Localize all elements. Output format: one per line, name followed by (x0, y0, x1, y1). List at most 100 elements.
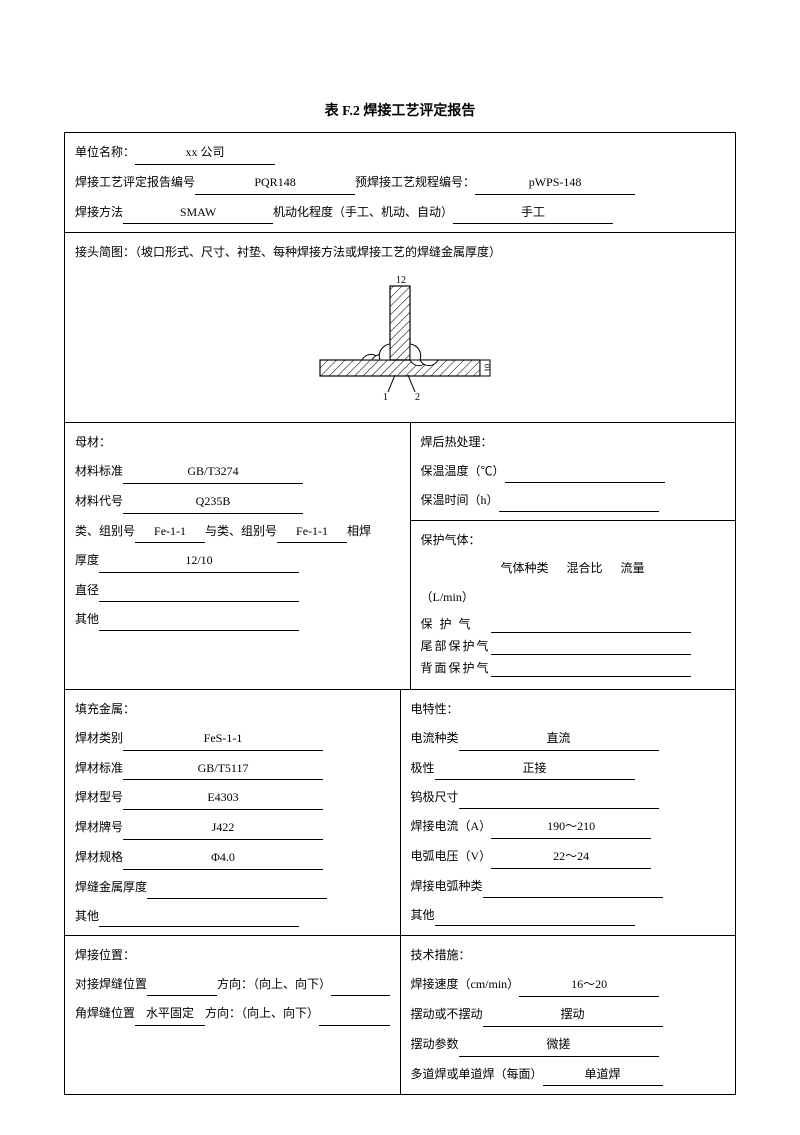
gas-col1: 气体种类 (501, 557, 549, 580)
filler-std-label: 焊材标准 (75, 757, 123, 781)
base-grp-suf: 相焊 (347, 520, 371, 544)
joint-diagram: 12 10 1 2 (280, 272, 520, 402)
osc-label: 摆动或不摆动 (411, 1003, 483, 1027)
filler-type: E4303 (123, 786, 323, 810)
base-thk: 12/10 (99, 549, 299, 573)
butt-label: 对接焊缝位置 (75, 973, 147, 996)
filler-spec: Φ4.0 (123, 846, 323, 870)
base-pwht-row: 母材： 材料标准GB/T3274 材料代号Q235B 类、组别号 Fe-1-1 … (65, 423, 735, 690)
gas1-val (491, 615, 691, 633)
fillet-dir-label: 方向：（向上、向下） (205, 1002, 319, 1026)
pwht-time (499, 489, 659, 512)
elec-pol-label: 极性 (411, 757, 435, 781)
base-std-label: 材料标准 (75, 460, 123, 484)
pos-tech-row: 焊接位置： 对接焊缝位置 方向：（向上、向下） 角焊缝位置 水平固定 方向：（向… (65, 936, 735, 1094)
base-other-label: 其他 (75, 608, 99, 631)
elec-other (435, 904, 635, 927)
gas3-val (491, 659, 691, 677)
spd-label: 焊接速度（cm/min） (411, 973, 520, 997)
joint-title: 接头简图：（坡口形式、尺寸、衬垫、每种焊接方法或焊接工艺的焊缝金属厚度） (75, 241, 501, 264)
base-other (99, 608, 299, 631)
butt-dir-label: 方向：（向上、向下） (217, 973, 331, 996)
company-value: xx 公司 (135, 141, 275, 165)
mech-value: 手工 (453, 201, 613, 225)
filler-brand: J422 (123, 816, 323, 840)
pwht-temp (505, 460, 665, 483)
pwht-hdr: 焊后热处理： (421, 431, 493, 454)
svg-text:12: 12 (396, 275, 406, 286)
base-code: Q235B (123, 490, 303, 514)
tech-hdr: 技术措施： (411, 944, 471, 967)
base-section: 母材： 材料标准GB/T3274 材料代号Q235B 类、组别号 Fe-1-1 … (65, 423, 411, 689)
gas2-label: 尾部保护气 (421, 637, 491, 654)
method-value: SMAW (123, 201, 273, 225)
pwps-value: pWPS-148 (475, 171, 635, 195)
filler-thk-label: 焊缝金属厚度 (75, 876, 147, 899)
filler-elec-row: 填充金属： 焊材类别FeS-1-1 焊材标准GB/T5117 焊材型号E4303… (65, 690, 735, 936)
pass-label: 多道焊或单道焊（每面） (411, 1063, 543, 1087)
gas1-label: 保 护 气 (421, 615, 491, 632)
filler-other-label: 其他 (75, 905, 99, 928)
base-dia (99, 579, 299, 602)
filler-brand-label: 焊材牌号 (75, 816, 123, 840)
elec-section: 电特性： 电流种类直流 极性正接 钨极尺寸 焊接电流（A）190～210 电弧电… (401, 690, 736, 935)
base-code-label: 材料代号 (75, 490, 123, 514)
elec-amp: 190～210 (491, 815, 651, 839)
tech-section: 技术措施： 焊接速度（cm/min）16～20 摆动或不摆动摆动 摆动参数微搓 … (401, 936, 736, 1094)
elec-kind: 直流 (459, 727, 659, 751)
pwht-temp-label: 保温温度（℃） (421, 460, 505, 483)
param-label: 摆动参数 (411, 1033, 459, 1057)
pos-section: 焊接位置： 对接焊缝位置 方向：（向上、向下） 角焊缝位置 水平固定 方向：（向… (65, 936, 401, 1094)
fillet-label: 角焊缝位置 (75, 1002, 135, 1026)
mech-label: 机动化程度（手工、机动、自动） (273, 201, 453, 225)
pos-hdr: 焊接位置： (75, 944, 135, 967)
base-grp-mid: 与类、组别号 (205, 520, 277, 544)
base-thk-label: 厚度 (75, 549, 99, 573)
svg-text:1: 1 (383, 392, 388, 402)
company-label: 单位名称： (75, 141, 135, 165)
page-title: 表 F.2 焊接工艺评定报告 (64, 100, 736, 120)
base-std: GB/T3274 (123, 460, 303, 484)
pqr-value: PQR148 (195, 171, 355, 195)
svg-text:10: 10 (483, 364, 492, 372)
header-section: 单位名称： xx 公司 焊接工艺评定报告编号 PQR148 预焊接工艺规程编号：… (65, 133, 735, 233)
elec-volt-label: 电弧电压（V） (411, 845, 492, 869)
pwht-section: 焊后热处理： 保温温度（℃） 保温时间（h） (411, 423, 736, 520)
fillet-dir (319, 1002, 389, 1026)
base-dia-label: 直径 (75, 579, 99, 602)
gas-hdr: 保护气体： (421, 529, 481, 552)
pqr-label: 焊接工艺评定报告编号 (75, 171, 195, 195)
elec-other-label: 其他 (411, 904, 435, 927)
elec-tung (459, 786, 659, 809)
right-upper-col: 焊后热处理： 保温温度（℃） 保温时间（h） 保护气体： 气体种类 混合比 流量… (411, 423, 736, 689)
elec-hdr: 电特性： (411, 698, 459, 721)
gas-section: 保护气体： 气体种类 混合比 流量 （L/min） 保 护 气 尾部保护气 背面… (411, 521, 736, 689)
filler-other (99, 905, 299, 928)
filler-cat-label: 焊材类别 (75, 727, 123, 751)
elec-tung-label: 钨极尺寸 (411, 786, 459, 809)
pwps-label: 预焊接工艺规程编号： (355, 171, 475, 195)
elec-kind-label: 电流种类 (411, 727, 459, 751)
filler-type-label: 焊材型号 (75, 786, 123, 810)
filler-section: 填充金属： 焊材类别FeS-1-1 焊材标准GB/T5117 焊材型号E4303… (65, 690, 401, 935)
elec-volt: 22～24 (491, 845, 651, 869)
base-hdr: 母材： (75, 431, 111, 454)
filler-spec-label: 焊材规格 (75, 846, 123, 870)
gas2-val (491, 637, 691, 655)
elec-amp-label: 焊接电流（A） (411, 815, 492, 839)
elec-pol: 正接 (435, 757, 635, 781)
osc-val: 摆动 (483, 1003, 663, 1027)
filler-hdr: 填充金属： (75, 698, 135, 721)
svg-text:2: 2 (415, 392, 420, 402)
gas-col3: 流量 (621, 557, 645, 580)
spd-val: 16～20 (519, 973, 659, 997)
base-grp1: Fe-1-1 (135, 520, 205, 544)
butt-dir (331, 973, 389, 996)
pwht-time-label: 保温时间（h） (421, 489, 499, 512)
butt-val (147, 973, 217, 996)
gas-unit: （L/min） (421, 586, 474, 609)
gas-col2: 混合比 (567, 557, 603, 580)
elec-arc-label: 焊接电弧种类 (411, 875, 483, 898)
filler-cat: FeS-1-1 (123, 727, 323, 751)
pass-val: 单道焊 (543, 1063, 663, 1087)
